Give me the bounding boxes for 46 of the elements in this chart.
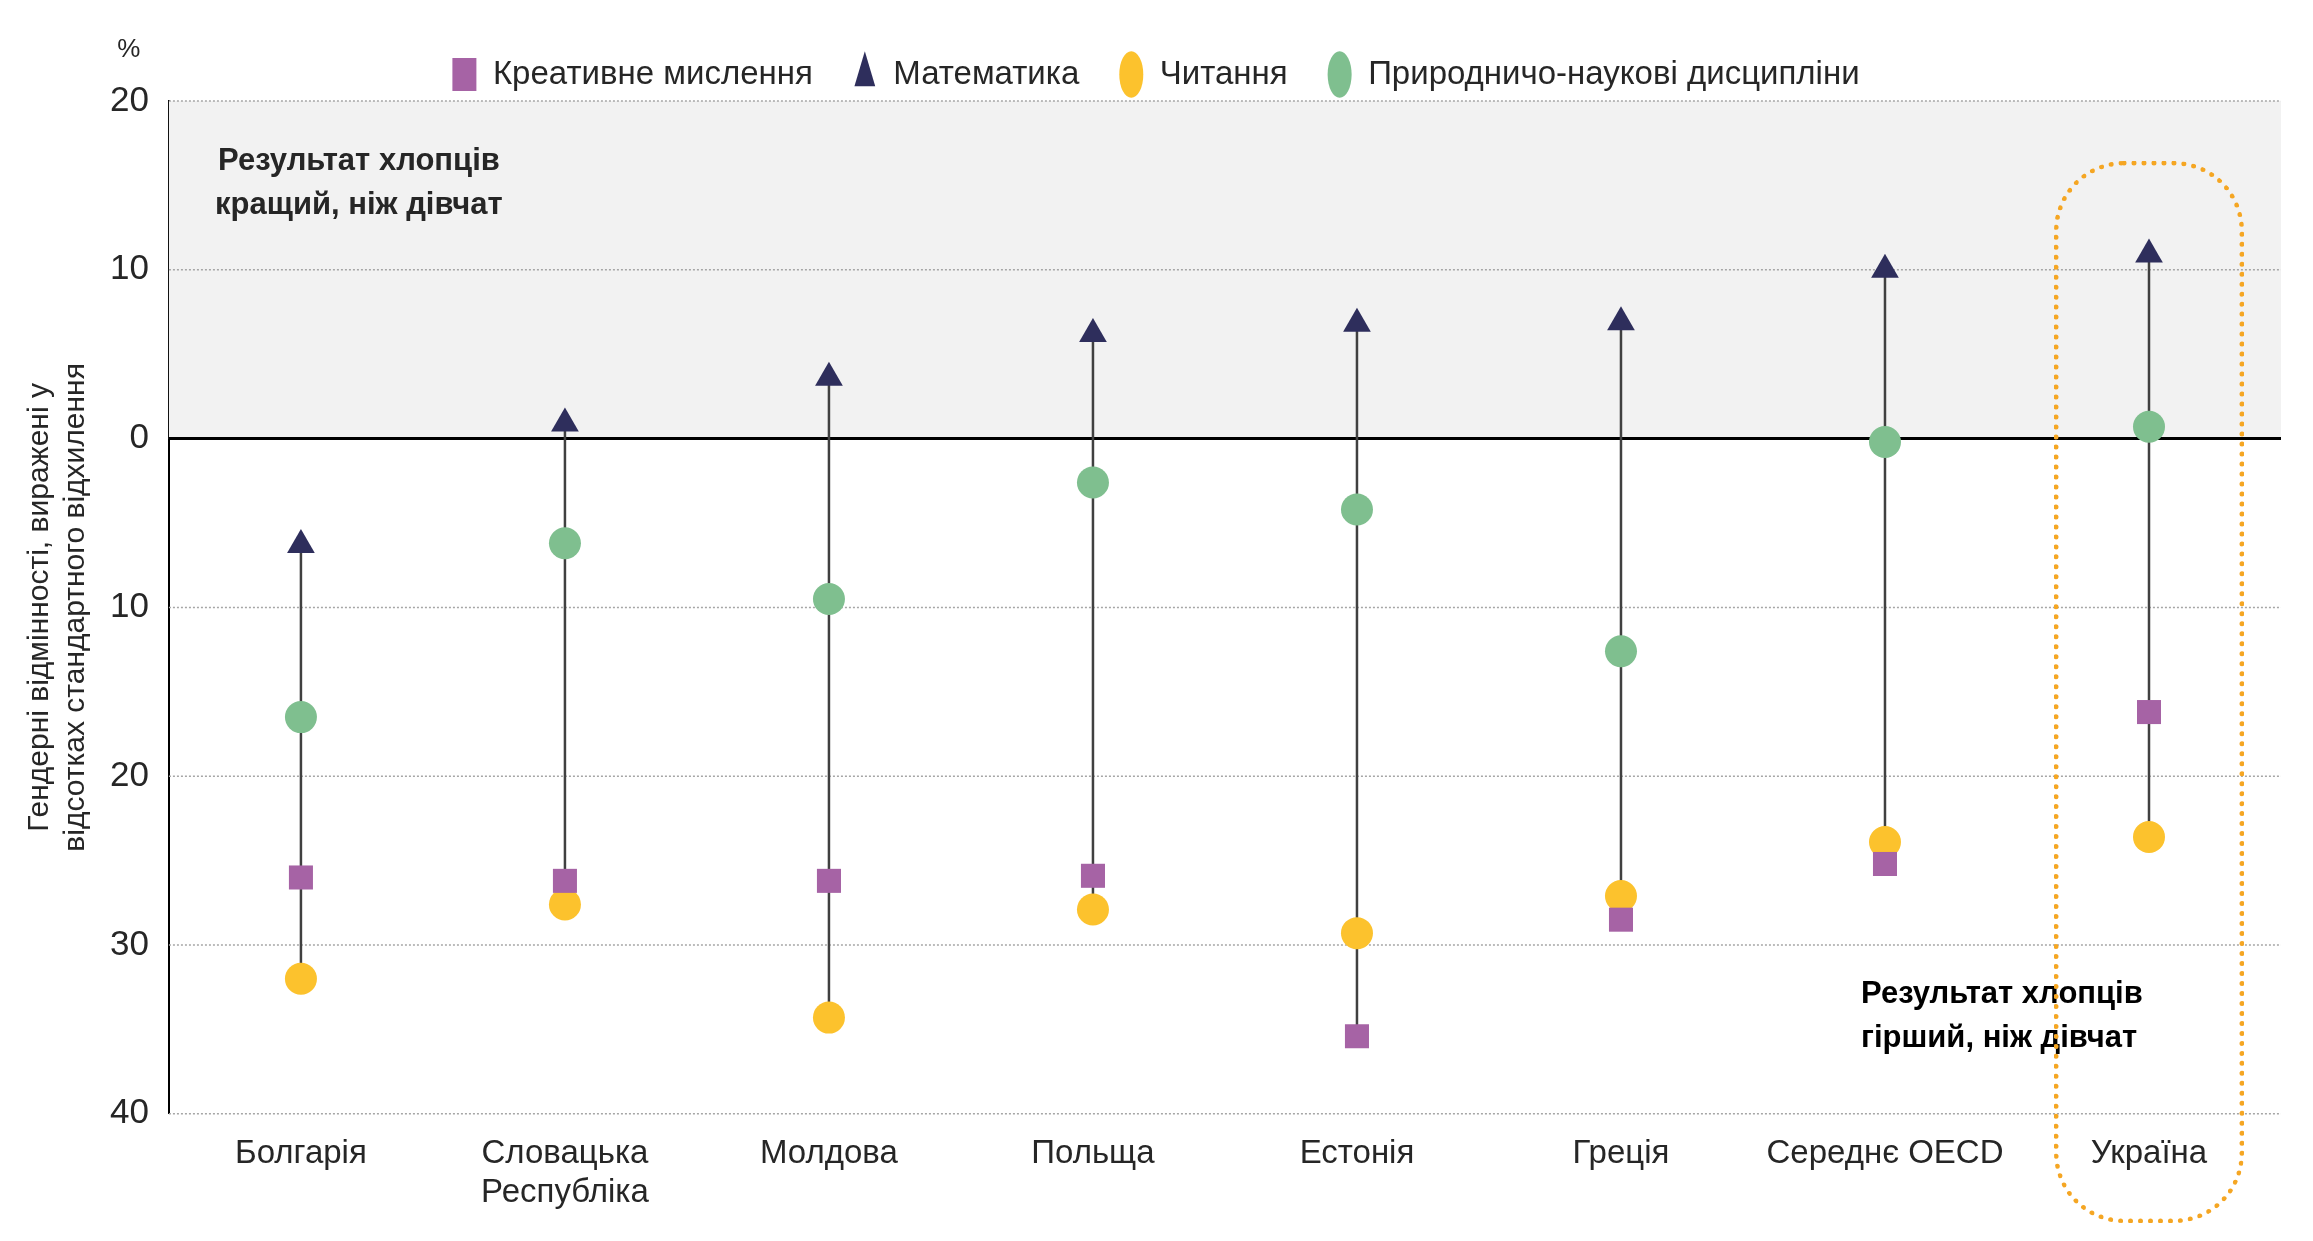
point — [288, 865, 313, 890]
point — [1080, 863, 1105, 888]
point — [1872, 851, 1898, 876]
point — [1076, 893, 1109, 926]
x-tick-label: Польща — [1031, 1132, 1156, 1170]
point — [1344, 1024, 1369, 1049]
x-tick-label: Греція — [1572, 1132, 1670, 1170]
point — [1079, 317, 1107, 342]
point — [812, 582, 845, 615]
y-tick-label: 20 — [109, 78, 149, 118]
point — [1343, 307, 1371, 332]
legend-label: Креативне мислення — [492, 53, 813, 91]
y-tick-label: 0 — [129, 416, 149, 456]
x-tick-label: Молдова — [760, 1132, 899, 1170]
y-tick-label: 20 — [109, 753, 149, 793]
point — [1340, 917, 1373, 950]
x-tick-label: Болгарія — [235, 1132, 367, 1170]
band-label: Результат хлопців кращий, ніж дівчат — [215, 142, 503, 222]
y-tick-label: 30 — [109, 922, 149, 962]
point — [1604, 635, 1637, 668]
legend-label: Математика — [893, 53, 1080, 91]
y-axis-title: Гендерні відмінності, виражені у відсотках стандартного відхилення — [21, 363, 91, 852]
point — [284, 962, 317, 995]
text: % — [117, 33, 141, 64]
point — [2136, 700, 2162, 725]
x-tick-label: Естонія — [1299, 1132, 1415, 1170]
legend-label: Читання — [1159, 53, 1288, 91]
y-tick-label: 10 — [109, 585, 149, 625]
x-tick-label: Середнє OECD — [1766, 1132, 2004, 1170]
point — [816, 868, 841, 893]
y-tick-label: 10 — [109, 247, 149, 287]
point — [284, 701, 317, 734]
annotation: Результат хлопців гірший, ніж дівчат — [1861, 974, 2143, 1054]
x-tick-label: Україна — [2090, 1132, 2208, 1170]
point — [1607, 306, 1635, 331]
legend-label: Природничо-наукові дисципліни — [1368, 53, 1860, 91]
point — [812, 1001, 845, 1034]
y-tick-label: 40 — [109, 1091, 149, 1131]
point — [552, 868, 577, 893]
point — [551, 407, 579, 432]
x-tick-label: Словацька Республіка — [481, 1132, 650, 1210]
point — [1608, 907, 1633, 932]
point — [815, 361, 843, 386]
point — [1871, 253, 1899, 278]
point — [2133, 820, 2165, 853]
point — [2135, 238, 2163, 263]
